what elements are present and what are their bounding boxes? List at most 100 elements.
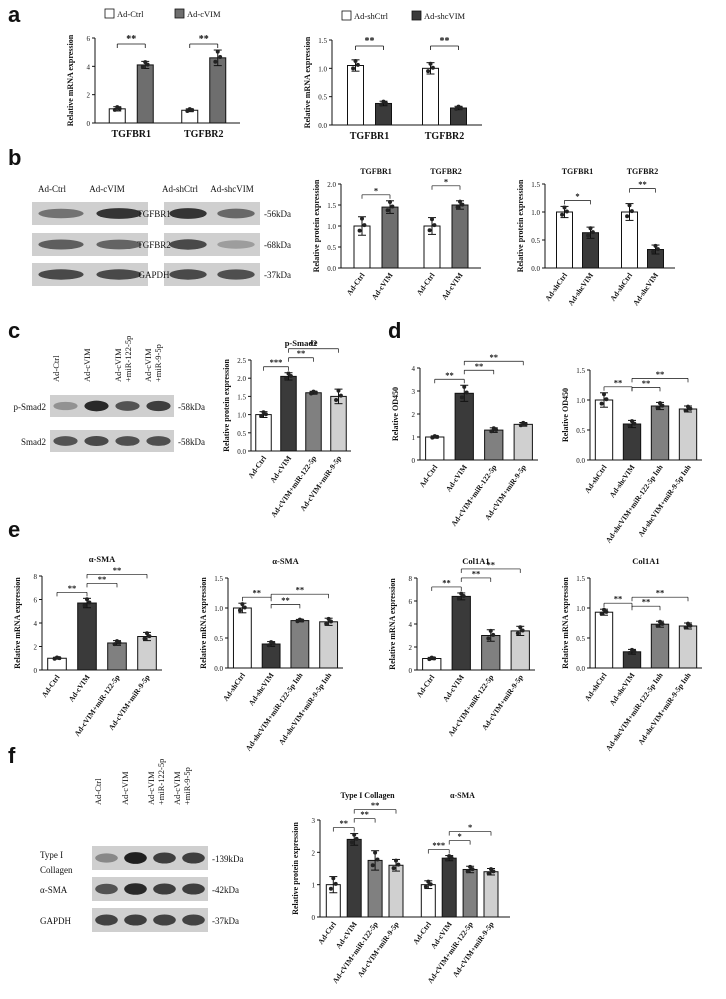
data-point [237,608,242,613]
data-point [658,401,662,406]
data-point [286,371,291,376]
significance-label: ** [199,34,209,45]
legend-label: Ad-cVIM [187,9,221,19]
protein-label: GAPDH [40,916,72,926]
data-point [300,618,305,623]
data-point [599,611,604,616]
significance-label: ** [98,574,107,584]
significance-label: ** [253,588,262,598]
data-point [218,55,223,60]
data-point [357,228,362,233]
legend-label: Ad-shcVIM [424,11,466,21]
y-tick-label: 1.0 [318,65,327,73]
data-point [370,863,375,868]
bar [594,399,614,461]
y-axis-label: Relative mRNA expression [561,577,570,669]
blot-band [84,400,109,412]
data-point [145,631,149,636]
data-point [385,208,390,213]
panel-label-a: a [8,2,21,27]
lane-label: Ad-cVIM [172,771,182,805]
data-point [564,209,569,214]
protein-label: GAPDH [138,270,170,280]
data-point [328,886,333,891]
data-point [432,656,437,661]
data-point [326,616,331,621]
group-title: TGFBR2 [430,167,462,176]
y-tick-label: 0.5 [576,427,585,435]
blot-band [95,883,118,895]
y-tick-label: 1.5 [214,575,223,583]
data-point [655,247,660,252]
x-tick-label: Ad-shcVIM+miR-9-5p Inh [636,462,693,538]
data-point [602,392,606,397]
bar [375,102,392,126]
data-point [629,209,634,214]
category-label: TGFBR2 [184,129,223,140]
category-label: TGFBR1 [350,131,389,142]
data-point [627,651,632,655]
bar [483,871,499,918]
data-point [351,66,356,71]
x-tick-label: Ad-shcVIM+miR-122-5p Inh [244,670,305,752]
data-point [331,876,336,881]
blot-band [153,914,176,926]
protein-label: TGFBR2 [137,240,171,250]
bar [451,204,469,269]
y-tick-label: 0 [412,457,416,465]
protein-label: α-SMA [40,885,68,895]
data-point [632,421,637,426]
data-point [486,871,491,876]
data-point [140,64,145,69]
data-point [329,619,334,624]
data-point [430,65,435,70]
lane-label: Ad-cVIM [113,348,123,382]
y-tick-label: 2.0 [327,181,336,189]
data-point [518,625,523,630]
blot-band [115,401,140,411]
group-title: Type I Collagen [340,791,395,800]
significance-label: ** [614,594,623,604]
x-tick-label: Ad-Ctrl [411,920,433,946]
y-tick-label: 2 [87,92,91,100]
y-tick-label: 4 [409,621,413,629]
y-tick-label: 0 [409,667,413,675]
data-point [117,640,122,645]
blot-band [124,852,147,864]
significance-label: ** [340,818,349,828]
data-point [362,223,367,228]
blot-band [96,269,142,280]
y-tick-label: 6 [87,35,91,43]
blot-band [95,853,118,863]
data-point [383,101,388,106]
bar [513,423,533,461]
data-point [470,867,475,872]
x-tick-label: Ad-shCtrl [221,671,247,703]
y-tick-label: 2 [312,849,316,857]
bar [556,211,573,269]
y-tick-label: 1.0 [327,223,336,231]
lane-label: Ad-cVIM [120,771,130,805]
blot-band [96,239,142,250]
data-point [82,603,87,608]
data-point [396,862,401,867]
data-point [464,390,469,395]
blot-band [169,208,207,219]
data-point [489,429,494,434]
data-point [494,427,499,432]
chart-title: Col1A1 [462,556,489,566]
bar [450,107,467,126]
group-title: TGFBR1 [562,167,594,176]
blot-band [95,914,118,926]
lane-label: Ad-Ctrl [93,778,103,805]
blot-band [182,914,205,926]
data-point [604,609,609,614]
data-point [683,408,688,413]
y-tick-label: 0.5 [318,94,327,102]
significance-label: ** [296,585,305,595]
blot-background [50,395,174,417]
bar [47,657,67,671]
lane-label: Ad-cVIM [82,348,92,382]
bar [420,884,436,918]
data-point [560,212,565,217]
